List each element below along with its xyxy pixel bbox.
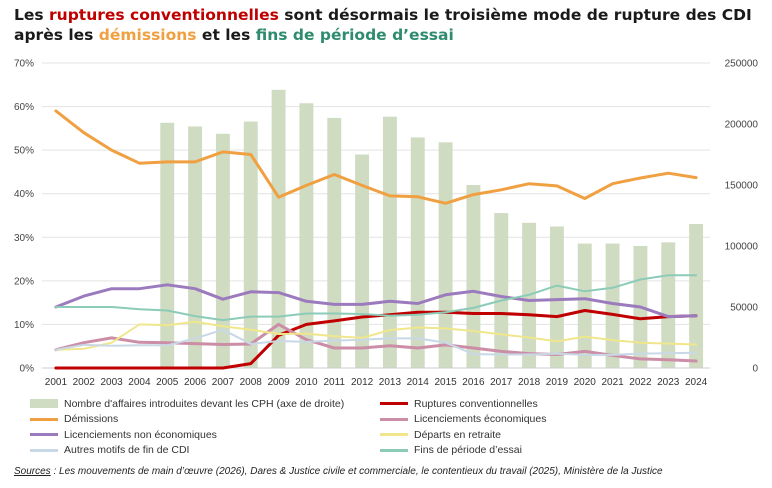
x-axis-tick: 2001 [45,377,68,388]
left-axis-tick: 0% [20,364,35,375]
sources-label: Sources [14,466,51,477]
bar-cph-2023 [661,242,676,368]
x-axis-tick: 2009 [267,377,290,388]
title-part-1: Les [14,6,50,24]
chart-title: Les ruptures conventionnelles sont désor… [14,5,764,45]
left-axis-tick: 30% [14,233,34,244]
legend-label: Autres motifs de fin de CDI [64,444,190,456]
legend-swatch [30,433,58,436]
x-axis-tick: 2010 [295,377,318,388]
series-licenciements-economiques [54,322,698,363]
series-autres-motifs-de-fin-de-cdi [54,328,698,356]
legend-item: Licenciements non économiques [30,427,217,442]
bar-cph-2014 [410,137,425,368]
legend-swatch [30,399,58,408]
legend-item: Départs en retraite [380,427,501,442]
x-axis-tick: 2024 [685,377,708,388]
x-axis-tick: 2002 [73,377,96,388]
x-axis-tick: 2019 [546,377,569,388]
legend-label: Ruptures conventionnelles [414,397,538,410]
chart-legend: Nombre d'affaires introduites devant les… [30,396,770,458]
bar-cph-2006 [188,126,203,368]
left-axis-tick: 60% [14,102,34,113]
legend-item: Autres motifs de fin de CDI [30,443,189,458]
x-axis-tick: 2006 [184,377,207,388]
legend-label: Fins de période d’essai [414,444,522,456]
right-axis-tick: 150000 [725,181,759,192]
x-axis-tick: 2011 [323,377,345,388]
x-axis-tick: 2017 [490,377,513,388]
legend-item: Nombre d'affaires introduites devant les… [30,396,344,411]
bar-cph-2011 [327,117,342,369]
series-demissions [54,109,698,205]
x-axis-tick: 2003 [100,377,123,388]
sources-text: : Les mouvements de main d’œuvre (2026),… [50,466,663,477]
x-axis-tick: 2015 [434,377,457,388]
bar-cph-2015 [438,142,453,368]
bar-cph-2020 [577,243,592,368]
left-axis-tick: 40% [14,189,34,200]
legend-item: Ruptures conventionnelles [380,396,538,411]
bar-cph-2013 [382,116,397,369]
bar-cph-2024 [689,224,704,368]
right-axis-tick: 250000 [725,59,759,70]
right-axis-tick: 100000 [725,242,759,253]
x-axis-tick: 2007 [212,377,235,388]
legend-label: Licenciements économiques [414,413,547,425]
bar-cph-2021 [605,243,620,368]
bar-cph-2016 [466,185,481,368]
sources-note: Sources : Les mouvements de main d’œuvre… [14,466,764,477]
legend-label: Licenciements non économiques [64,428,217,441]
right-axis-tick: 50000 [730,303,758,314]
legend-swatch [30,417,58,421]
bar-cph-2009 [271,89,286,368]
title-part-3: et les [196,26,256,44]
series-licenciements-non-economiques [54,283,698,319]
legend-swatch [380,402,408,405]
bar-cph-2010 [299,103,314,368]
left-axis-tick: 20% [14,276,34,287]
x-axis-tick: 2014 [407,377,430,388]
right-axis-tick: 0 [752,364,758,375]
x-axis-tick: 2021 [601,377,624,388]
x-axis-tick: 2018 [518,377,541,388]
x-axis-tick: 2023 [657,377,680,388]
right-axis-tick: 200000 [725,120,759,131]
legend-swatch [380,448,408,452]
bar-cph-2008 [243,121,258,368]
left-axis-tick: 70% [14,59,34,70]
bar-cph-2017 [494,213,509,368]
legend-item: Licenciements économiques [380,412,547,427]
x-axis-tick: 2005 [156,377,179,388]
left-axis-tick: 50% [14,146,34,157]
legend-item: Fins de période d’essai [380,443,522,458]
left-axis-tick: 10% [14,320,34,331]
x-axis-tick: 2022 [629,377,652,388]
legend-swatch [380,433,408,436]
x-axis-tick: 2012 [351,377,374,388]
title-highlight-fins-essai: fins de période d’essai [255,26,454,44]
legend-swatch [380,417,408,421]
x-axis-tick: 2013 [379,377,402,388]
legend-label: Départs en retraite [414,428,501,441]
bar-cph-2005 [160,122,175,368]
title-highlight-demissions: démissions [98,26,197,44]
x-axis-tick: 2008 [240,377,263,388]
title-part-2: sont désormais le troisième mode de rupt… [14,6,752,44]
legend-label: Nombre d'affaires introduites devant les… [64,397,345,410]
x-axis-tick: 2016 [462,377,485,388]
x-axis-tick: 2020 [574,377,597,388]
series-ruptures-conventionnelles [54,309,698,370]
legend-label: Démissions [64,413,119,425]
bar-cph-2007 [215,133,230,368]
chart-area: 0% 10% 20% 30% 40% 50% 60% 70% 0 50000 100000 15000… [14,59,759,389]
series-departs-en-retraite [54,320,698,351]
series-fins-de-periode-d-essai [54,274,698,322]
legend-item: Démissions [30,412,118,427]
x-axis-tick: 2004 [128,377,151,388]
title-highlight-ruptures: ruptures conventionnelles [49,6,279,24]
legend-swatch [30,448,58,452]
bar-cph-2019 [549,226,564,368]
